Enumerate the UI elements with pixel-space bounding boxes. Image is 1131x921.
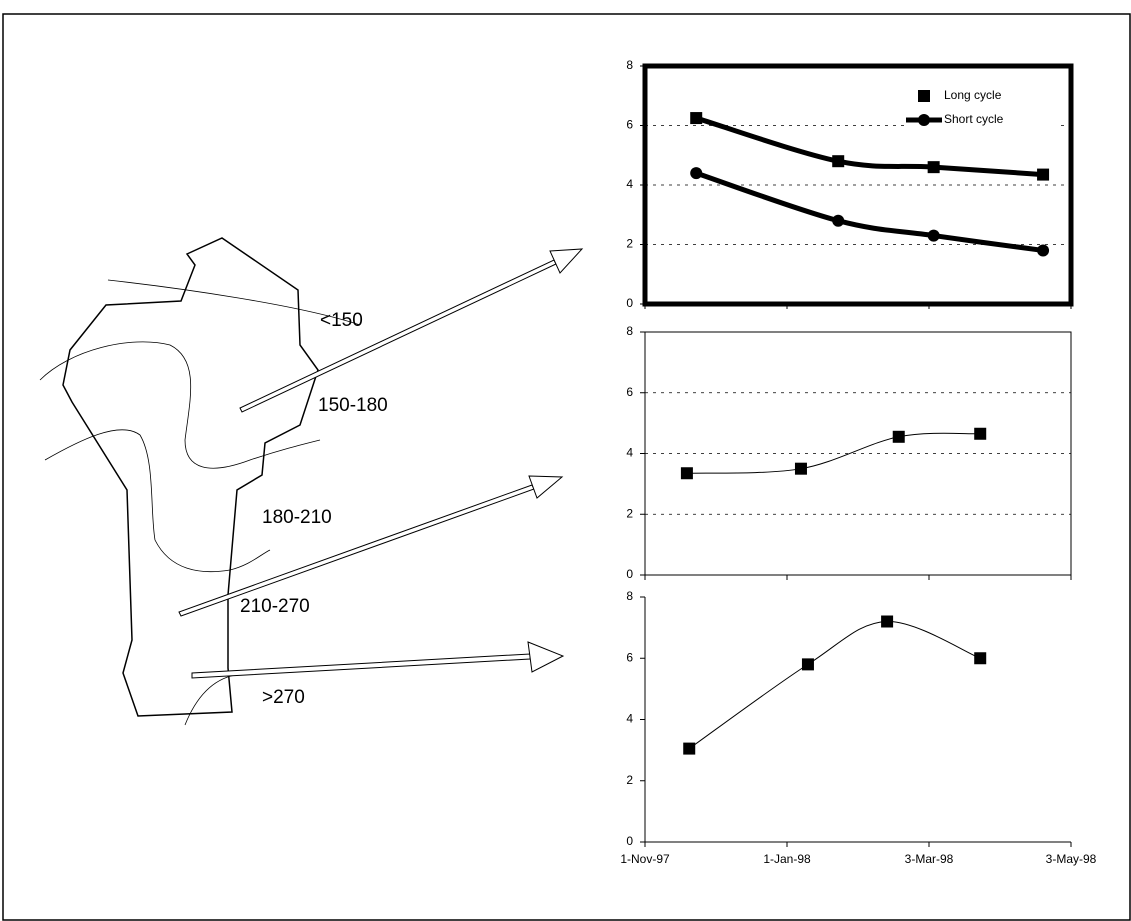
- x-tick-label: 3-Mar-98: [905, 852, 954, 866]
- y-tick-label: 4: [626, 712, 633, 726]
- zone-label: 150-180: [318, 395, 388, 416]
- marker: [928, 161, 940, 173]
- legend-marker: [918, 90, 930, 102]
- y-tick-label: 8: [626, 324, 633, 338]
- y-tick-label: 2: [626, 773, 633, 787]
- marker: [683, 743, 695, 755]
- marker: [832, 215, 844, 227]
- legend-marker: [918, 114, 930, 126]
- marker: [881, 616, 893, 628]
- x-tick-label: 3-May-98: [1046, 852, 1097, 866]
- zone-label: 210-270: [240, 596, 310, 617]
- marker: [690, 167, 702, 179]
- marker: [802, 658, 814, 670]
- y-tick-label: 2: [626, 237, 633, 251]
- marker: [832, 155, 844, 167]
- y-tick-label: 6: [626, 385, 633, 399]
- y-tick-label: 4: [626, 446, 633, 460]
- zone-label: >270: [262, 687, 305, 708]
- y-tick-label: 0: [626, 834, 633, 848]
- x-tick-label: 1-Jan-98: [763, 852, 811, 866]
- legend-box: [906, 78, 1056, 136]
- y-tick-label: 0: [626, 296, 633, 310]
- marker: [893, 431, 905, 443]
- marker: [681, 467, 693, 479]
- marker: [974, 428, 986, 440]
- y-tick-label: 4: [626, 177, 633, 191]
- legend-label: Long cycle: [944, 88, 1002, 102]
- marker: [795, 463, 807, 475]
- y-tick-label: 6: [626, 118, 633, 132]
- marker: [974, 652, 986, 664]
- frame: [3, 14, 1130, 920]
- zone-label: <150: [320, 310, 363, 331]
- marker: [928, 230, 940, 242]
- marker: [1037, 169, 1049, 181]
- x-tick-label: 1-Nov-97: [620, 852, 670, 866]
- y-tick-label: 0: [626, 567, 633, 581]
- y-tick-label: 8: [626, 58, 633, 72]
- y-tick-label: 6: [626, 650, 633, 664]
- legend-label: Short cycle: [944, 112, 1004, 126]
- marker: [1037, 244, 1049, 256]
- y-tick-label: 8: [626, 589, 633, 603]
- zone-label: 180-210: [262, 507, 332, 528]
- y-tick-label: 2: [626, 506, 633, 520]
- marker: [690, 112, 702, 124]
- figure: <150 150-180 180-210 210-270 >270 0 2 4 6 8 L…: [0, 0, 1131, 921]
